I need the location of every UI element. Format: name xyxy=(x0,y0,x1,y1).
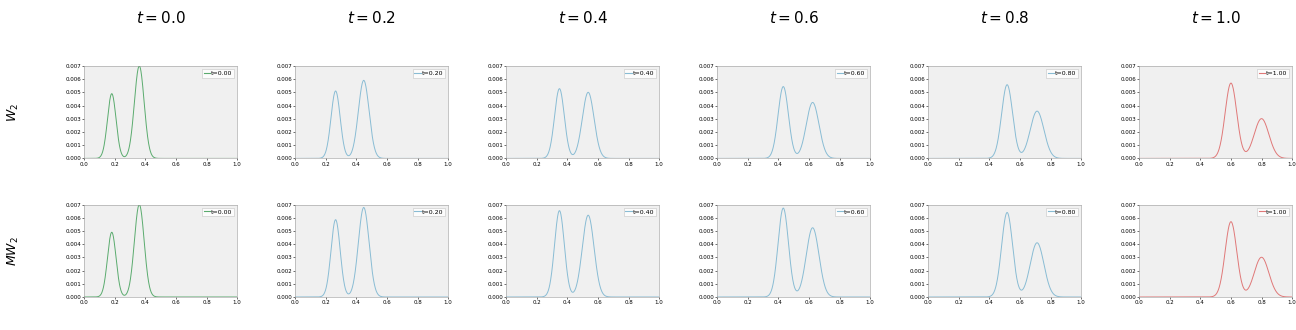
Text: $t = 0.6$: $t = 0.6$ xyxy=(769,10,819,26)
Legend: t=0.00: t=0.00 xyxy=(202,208,235,216)
Text: $t = 0.4$: $t = 0.4$ xyxy=(557,10,608,26)
Legend: t=0.80: t=0.80 xyxy=(1046,208,1078,216)
Legend: t=1.00: t=1.00 xyxy=(1257,69,1290,78)
Text: $MW_2$: $MW_2$ xyxy=(5,236,21,266)
Legend: t=0.40: t=0.40 xyxy=(623,208,656,216)
Text: $t = 0.8$: $t = 0.8$ xyxy=(980,10,1029,26)
Legend: t=0.60: t=0.60 xyxy=(835,69,867,78)
Legend: t=0.40: t=0.40 xyxy=(623,69,656,78)
Legend: t=0.20: t=0.20 xyxy=(413,69,445,78)
Legend: t=0.80: t=0.80 xyxy=(1046,69,1078,78)
Legend: t=0.60: t=0.60 xyxy=(835,208,867,216)
Text: $t = 1.0$: $t = 1.0$ xyxy=(1191,10,1240,26)
Text: $t = 0.2$: $t = 0.2$ xyxy=(347,10,397,26)
Legend: t=0.20: t=0.20 xyxy=(413,208,445,216)
Text: $W_2$: $W_2$ xyxy=(5,103,21,122)
Legend: t=0.00: t=0.00 xyxy=(202,69,235,78)
Text: $t = 0.0$: $t = 0.0$ xyxy=(136,10,185,26)
Legend: t=1.00: t=1.00 xyxy=(1257,208,1290,216)
